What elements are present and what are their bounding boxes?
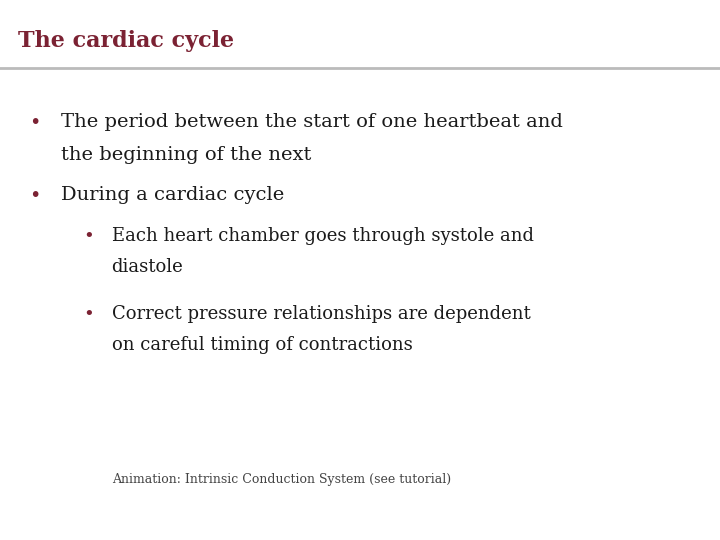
Text: The period between the start of one heartbeat and: The period between the start of one hear… [61,113,563,131]
Text: Correct pressure relationships are dependent: Correct pressure relationships are depen… [112,305,531,323]
Text: Animation: Intrinsic Conduction System (see tutorial): Animation: Intrinsic Conduction System (… [112,472,451,485]
Text: •: • [83,305,94,323]
Text: During a cardiac cycle: During a cardiac cycle [61,186,284,204]
Text: •: • [29,113,40,132]
Text: on careful timing of contractions: on careful timing of contractions [112,336,413,354]
Text: Each heart chamber goes through systole and: Each heart chamber goes through systole … [112,227,534,245]
Text: The cardiac cycle: The cardiac cycle [18,30,234,52]
Text: diastole: diastole [112,258,184,275]
Text: the beginning of the next: the beginning of the next [61,146,312,164]
Text: •: • [83,227,94,245]
Text: •: • [29,186,40,205]
